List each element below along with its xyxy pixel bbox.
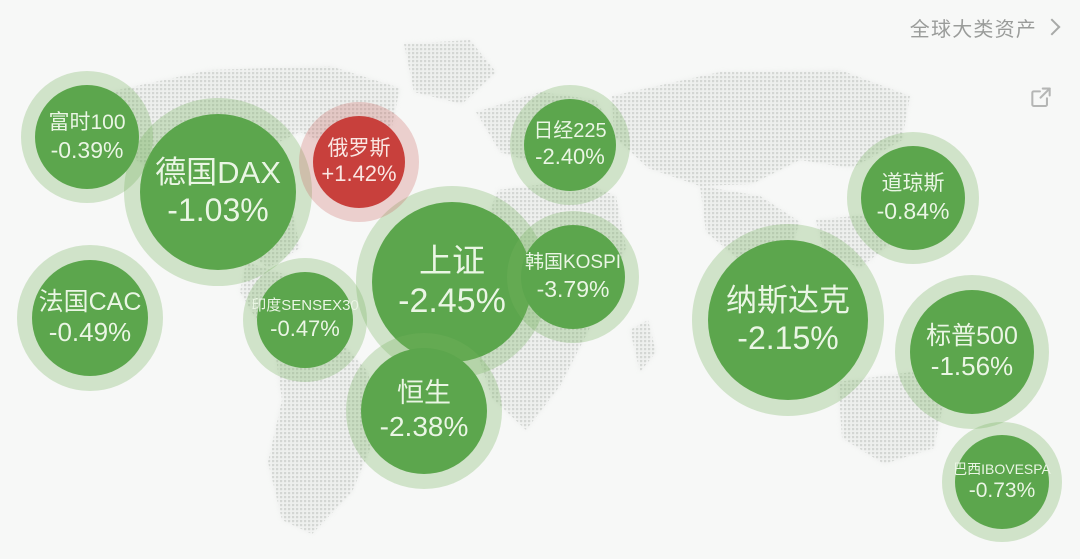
header-bar: 全球大类资产 bbox=[0, 0, 1080, 54]
chevron-right-icon bbox=[1043, 18, 1061, 35]
bubble-value: -0.49% bbox=[48, 317, 132, 348]
bubble-法国CAC[interactable]: 法国CAC -0.49% bbox=[17, 245, 163, 391]
bubble-label: 印度SENSEX30 bbox=[251, 297, 359, 315]
bubble-印度SENSEX30[interactable]: 印度SENSEX30 -0.47% bbox=[243, 258, 367, 382]
bubble-label: 道琼斯 bbox=[881, 172, 945, 196]
bubble-label: 富时100 bbox=[48, 111, 126, 135]
bubble-label: 法国CAC bbox=[38, 287, 142, 316]
bubble-value: -2.15% bbox=[737, 320, 839, 357]
bubble-label: 纳斯达克 bbox=[726, 282, 850, 318]
bubble-恒生[interactable]: 恒生 -2.38% bbox=[346, 333, 502, 489]
bubble-core: 俄罗斯 +1.42% bbox=[313, 116, 405, 208]
bubble-core: 恒生 -2.38% bbox=[361, 348, 487, 474]
bubble-core: 法国CAC -0.49% bbox=[32, 260, 148, 376]
bubble-core: 德国DAX -1.03% bbox=[140, 114, 296, 270]
bubble-label: 标普500 bbox=[926, 321, 1018, 350]
bubble-韩国KOSPI[interactable]: 韩国KOSPI -3.79% bbox=[507, 211, 639, 343]
bubble-label: 德国DAX bbox=[155, 154, 281, 190]
bubble-富时100[interactable]: 富时100 -0.39% bbox=[21, 71, 153, 203]
bubble-core: 富时100 -0.39% bbox=[35, 85, 139, 189]
bubble-core: 上证 -2.45% bbox=[372, 202, 532, 362]
bubble-value: +1.42% bbox=[321, 161, 397, 187]
bubble-value: -2.38% bbox=[379, 411, 469, 443]
bubble-label: 恒生 bbox=[397, 378, 451, 409]
bubble-德国DAX[interactable]: 德国DAX -1.03% bbox=[124, 98, 312, 286]
bubble-value: -2.45% bbox=[398, 282, 506, 321]
bubble-纳斯达克[interactable]: 纳斯达克 -2.15% bbox=[692, 224, 884, 416]
bubble-俄罗斯[interactable]: 俄罗斯 +1.42% bbox=[299, 102, 419, 222]
bubble-label: 韩国KOSPI bbox=[524, 252, 622, 274]
bubble-value: -0.47% bbox=[270, 315, 340, 341]
bubble-标普500[interactable]: 标普500 -1.56% bbox=[895, 275, 1049, 429]
bubble-label: 上证 bbox=[419, 242, 485, 280]
bubble-core: 纳斯达克 -2.15% bbox=[708, 240, 868, 400]
bubble-label: 日经225 bbox=[533, 120, 607, 143]
bubble-core: 标普500 -1.56% bbox=[910, 290, 1034, 414]
bubble-value: -1.03% bbox=[167, 192, 269, 229]
bubble-core: 日经225 -2.40% bbox=[524, 99, 616, 191]
bubble-core: 韩国KOSPI -3.79% bbox=[521, 225, 625, 329]
global-asset-link[interactable]: 全球大类资产 bbox=[909, 13, 1061, 42]
bubble-label: 巴西IBOVESPA bbox=[953, 460, 1051, 477]
bubble-巴西IBOVESPA[interactable]: 巴西IBOVESPA -0.73% bbox=[942, 422, 1062, 542]
bubble-上证[interactable]: 上证 -2.45% bbox=[356, 186, 548, 378]
bubble-core: 道琼斯 -0.84% bbox=[861, 146, 965, 250]
header-title: 全球大类资产 bbox=[909, 18, 1037, 41]
share-icon[interactable] bbox=[1028, 84, 1054, 110]
bubble-value: -3.79% bbox=[536, 275, 610, 302]
bubble-core: 印度SENSEX30 -0.47% bbox=[251, 272, 359, 368]
bubble-value: -0.84% bbox=[876, 197, 950, 224]
bubble-道琼斯[interactable]: 道琼斯 -0.84% bbox=[847, 132, 979, 264]
bubble-value: -1.56% bbox=[930, 351, 1014, 382]
bubble-value: -2.40% bbox=[535, 143, 605, 169]
bubble-core: 巴西IBOVESPA -0.73% bbox=[953, 435, 1051, 529]
bubble-value: -0.73% bbox=[968, 478, 1036, 502]
bubble-label: 俄罗斯 bbox=[327, 136, 391, 160]
bubble-value: -0.39% bbox=[50, 136, 124, 163]
bubble-日经225[interactable]: 日经225 -2.40% bbox=[510, 85, 630, 205]
